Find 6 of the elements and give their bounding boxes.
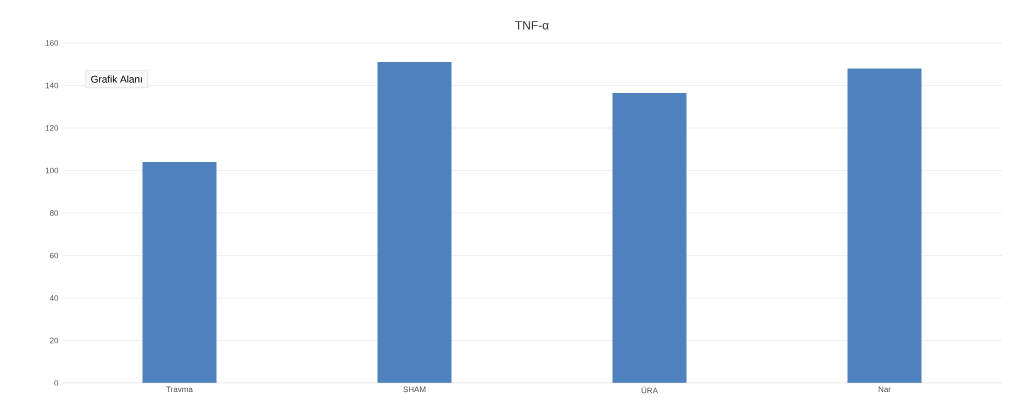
bar: [612, 92, 687, 383]
bar: [377, 62, 452, 383]
chart-title: TNF-α: [515, 21, 549, 30]
bar: [142, 162, 217, 383]
bar: [847, 68, 922, 383]
annotation: Grafik Alanı: [91, 75, 142, 83]
